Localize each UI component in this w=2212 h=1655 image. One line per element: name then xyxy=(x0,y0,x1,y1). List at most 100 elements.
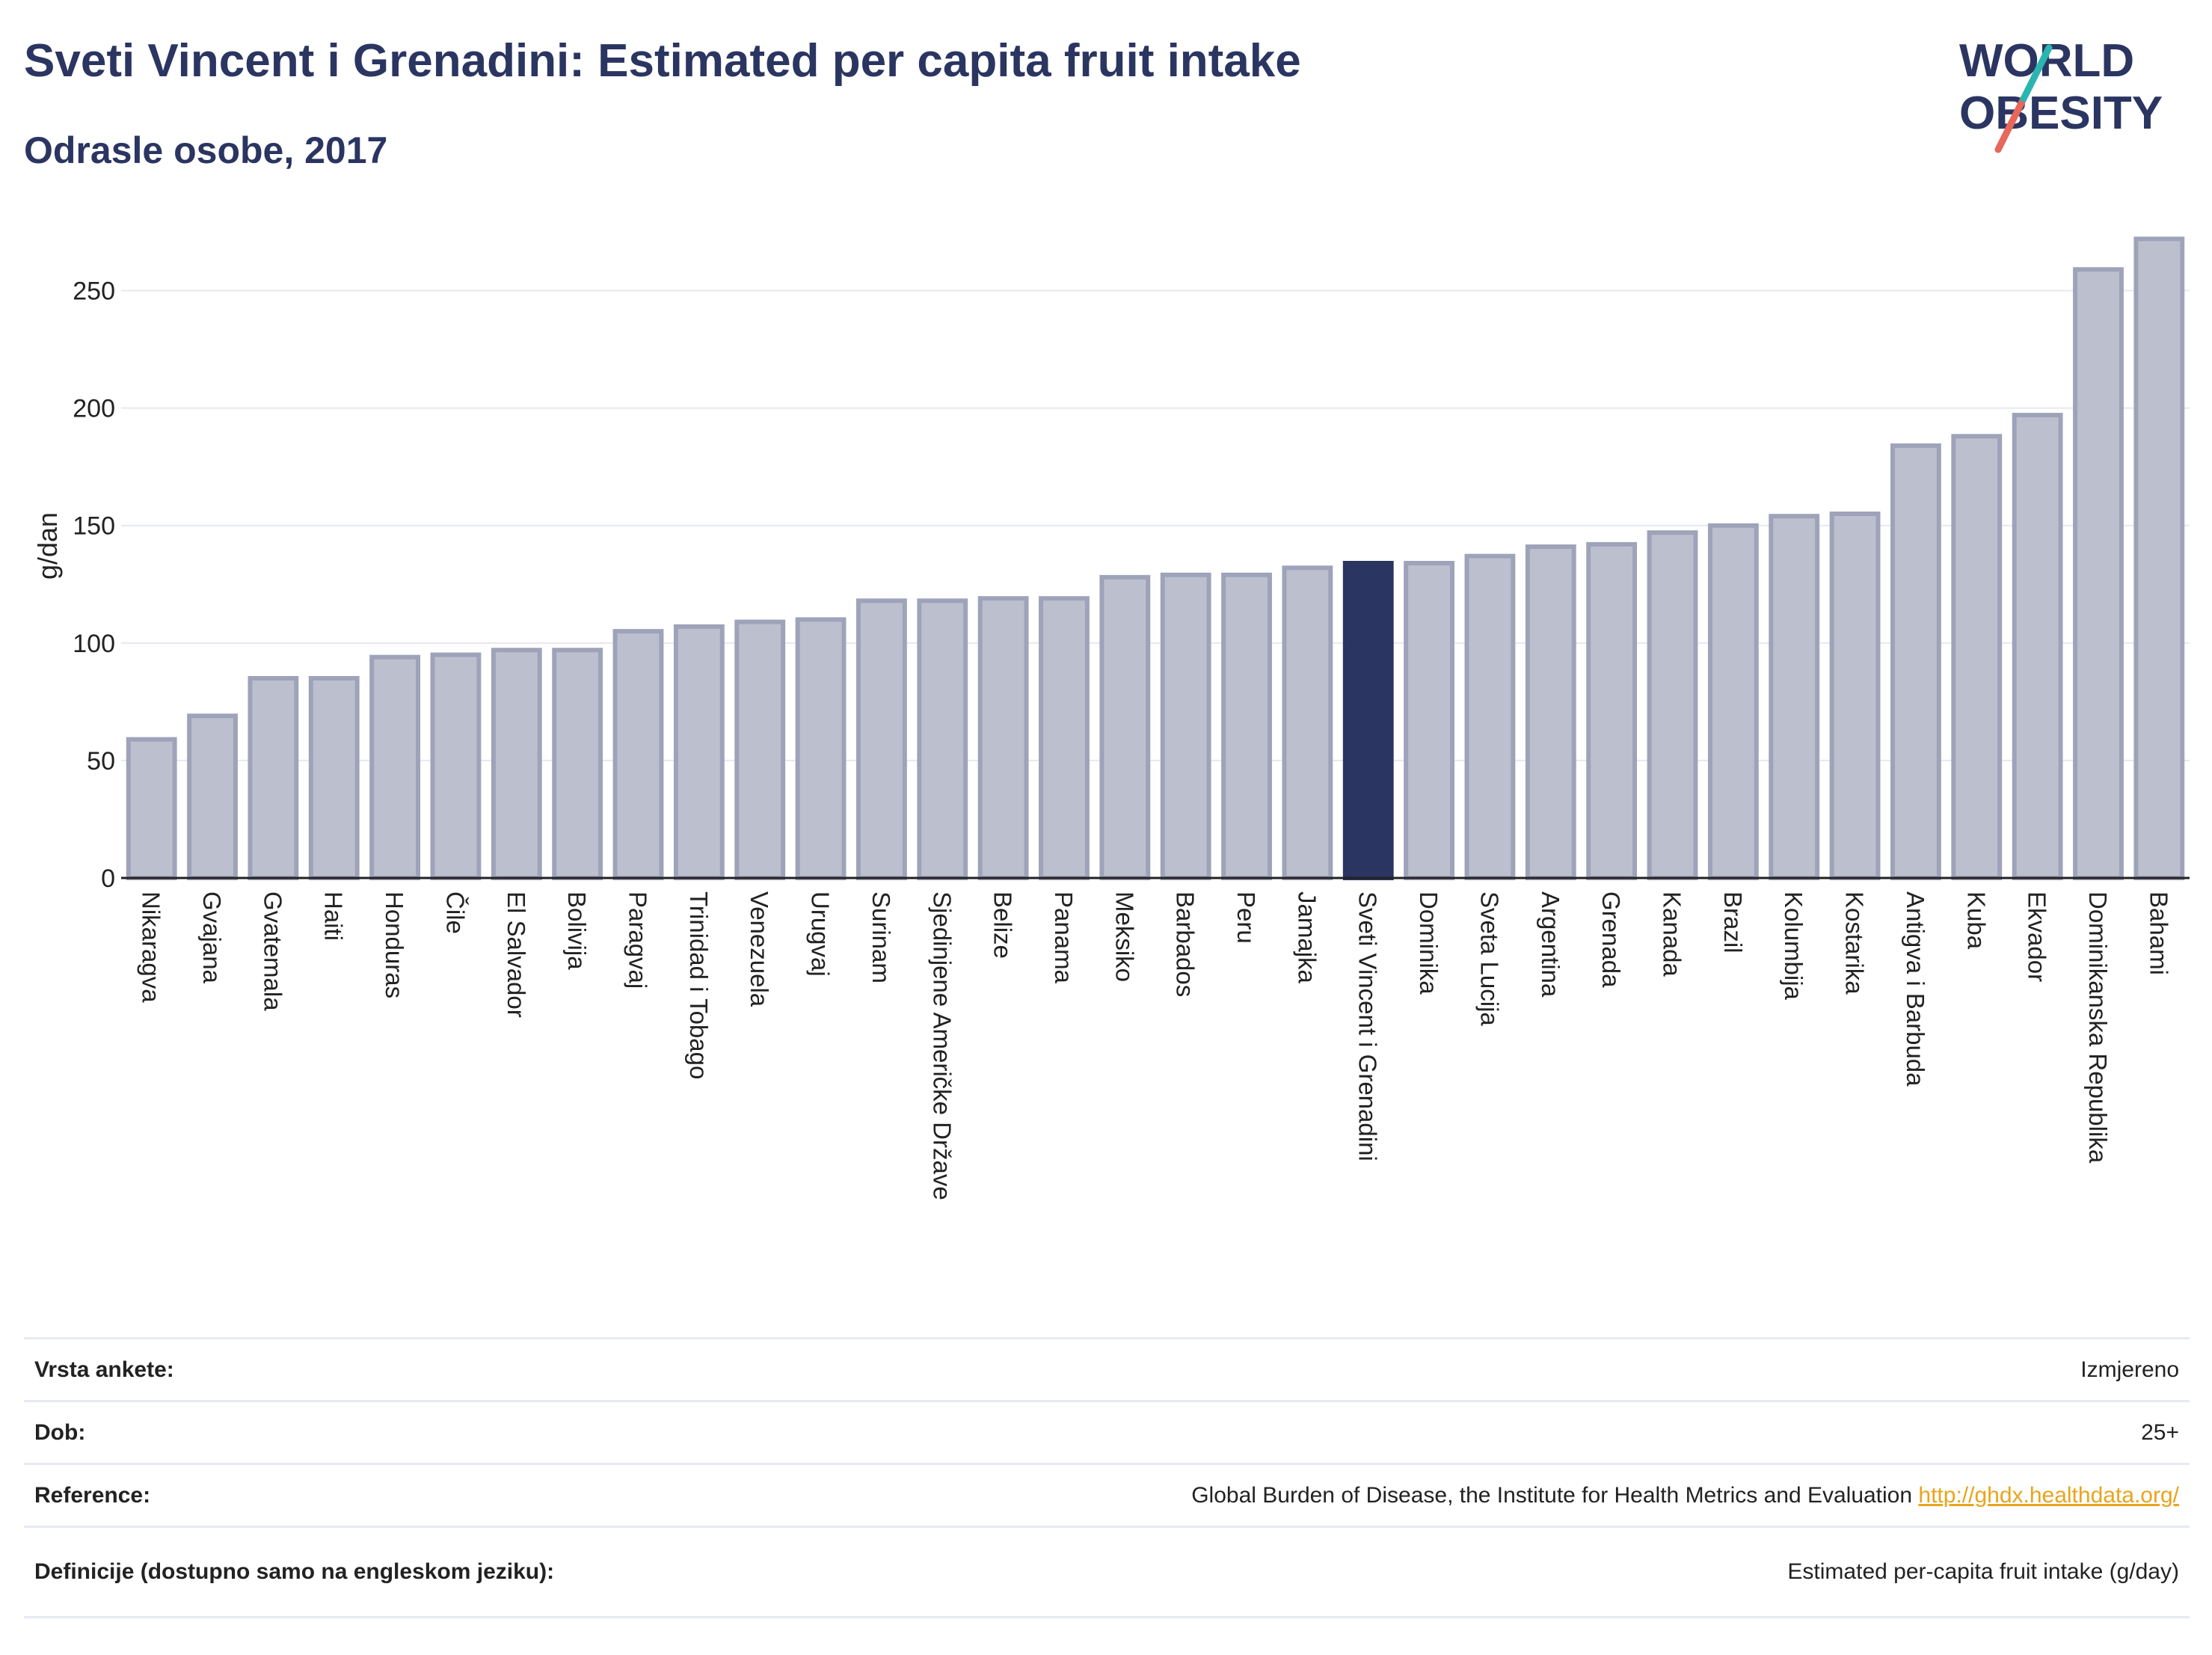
x-category-label: Nikaragva xyxy=(138,891,165,1003)
logo-line2: OBESITY xyxy=(1959,87,2163,139)
x-category-label: Paragvaj xyxy=(624,891,652,989)
y-axis-title: g/dan xyxy=(32,512,63,580)
reference-link[interactable]: http://ghdx.healthdata.org/ xyxy=(1918,1482,2179,1508)
bar xyxy=(552,648,603,881)
bar-highlighted xyxy=(1342,560,1394,880)
bar xyxy=(1525,544,1576,881)
x-category-label: Brazil xyxy=(1719,891,1747,954)
x-category-label: Jamajka xyxy=(1293,891,1321,984)
bar xyxy=(1707,523,1759,881)
info-value: Izmjereno xyxy=(2080,1357,2179,1382)
bar xyxy=(1160,572,1211,880)
info-value: Estimated per-capita fruit intake (g/day… xyxy=(1787,1559,2179,1584)
x-category-label: Barbados xyxy=(1172,891,1199,997)
x-category-label: El Salvador xyxy=(503,891,530,1018)
logo-slash-red xyxy=(1994,95,2027,153)
bar xyxy=(430,652,482,880)
bar xyxy=(126,737,177,881)
bar xyxy=(1647,530,1698,880)
x-category-label: Sveti Vincent i Grenadini xyxy=(1354,891,1382,1161)
info-label: Reference: xyxy=(34,1482,151,1508)
logo-line1: WORLD xyxy=(1959,35,2134,87)
info-row-definition: Definicije (dostupno samo na engleskom j… xyxy=(24,1526,2190,1618)
chart-title: Sveti Vincent i Grenadini: Estimated per… xyxy=(24,35,1301,87)
bar xyxy=(1404,560,1455,880)
info-label: Vrsta ankete: xyxy=(34,1357,174,1382)
x-category-label: Kolumbija xyxy=(1780,891,1807,1001)
chart-subtitle: Odrasle osobe, 2017 xyxy=(24,129,388,171)
y-tick-label: 200 xyxy=(73,395,115,423)
x-category-label: Venezuela xyxy=(746,891,773,1007)
info-value: 25+ xyxy=(2141,1419,2179,1445)
bar xyxy=(673,624,725,880)
bar xyxy=(1464,553,1516,880)
bar xyxy=(1829,512,1881,880)
bar xyxy=(369,654,421,880)
x-category-label: Kuba xyxy=(1962,891,1990,950)
x-category-label: Meksiko xyxy=(1110,891,1138,982)
x-category-label: Kanada xyxy=(1659,891,1686,977)
reference-text: Global Burden of Disease, the Institute … xyxy=(1191,1482,1913,1508)
bar xyxy=(248,675,299,880)
x-category-label: Čile xyxy=(441,891,469,934)
x-category-label: Gvajana xyxy=(198,891,226,984)
bar xyxy=(1586,541,1638,880)
logo-slash-teal xyxy=(2020,44,2053,102)
x-category-label: Peru xyxy=(1232,891,1260,944)
x-category-label: Haiti xyxy=(320,891,348,941)
x-category-label: Grenada xyxy=(1597,891,1625,988)
x-category-label: Trinidad i Tobago xyxy=(685,891,713,1079)
x-category-label: Honduras xyxy=(381,891,408,998)
bar xyxy=(1890,443,1941,880)
x-category-label: Gvatemala xyxy=(259,891,286,1011)
world-obesity-logo: WORLD OBESITY xyxy=(1959,35,2163,153)
info-value: Global Burden of Disease, the Institute … xyxy=(1191,1483,2179,1508)
bar xyxy=(917,598,968,880)
y-tick-label: 0 xyxy=(101,865,115,893)
info-label: Definicije (dostupno samo na engleskom j… xyxy=(34,1559,555,1584)
bar xyxy=(187,713,238,880)
x-category-label: Ekvador xyxy=(2024,891,2051,982)
x-category-label: Sveta Lucija xyxy=(1475,891,1503,1026)
bar xyxy=(491,648,542,881)
bar xyxy=(1221,572,1272,880)
bar xyxy=(1099,574,1151,881)
y-tick-label: 100 xyxy=(73,630,115,658)
bar xyxy=(795,617,847,881)
info-row-survey: Vrsta ankete: Izmjereno xyxy=(24,1337,2190,1400)
bar xyxy=(2133,236,2185,880)
x-category-label: Bahami xyxy=(2145,891,2172,975)
x-category-label: Kostarika xyxy=(1841,891,1869,995)
category-labels: Nikaragva Gvajana Gvatemala Haiti Honduras Či… xyxy=(138,891,2173,1200)
info-table: Vrsta ankete: Izmjereno Dob: 25+ Referen… xyxy=(24,1337,2190,1618)
x-category-label: Antigva i Barbuda xyxy=(1902,891,1929,1087)
x-category-label: Urugvaj xyxy=(807,891,835,977)
x-category-label: Surinam xyxy=(867,891,895,983)
bar xyxy=(1039,596,1090,881)
info-label: Dob: xyxy=(34,1419,86,1445)
x-category-label: Panama xyxy=(1050,891,1078,984)
bar xyxy=(1769,514,1820,880)
bar xyxy=(2073,267,2124,880)
x-category-label: Dominika xyxy=(1415,891,1443,995)
info-row-reference: Reference: Global Burden of Disease, the… xyxy=(24,1463,2190,1526)
bar xyxy=(855,598,907,880)
x-category-label: Sjedinjene Američke Države xyxy=(928,891,956,1200)
axes: 0 50 100 150 200 250 xyxy=(73,277,2190,893)
y-tick-label: 250 xyxy=(73,277,115,306)
x-category-label: Bolivija xyxy=(563,891,591,970)
bar xyxy=(308,675,360,880)
bar xyxy=(2012,413,2063,880)
info-row-age: Dob: 25+ xyxy=(24,1400,2190,1463)
bar xyxy=(1951,434,2003,880)
x-category-label: Belize xyxy=(989,891,1017,959)
bar xyxy=(1282,565,1333,881)
bar xyxy=(734,619,786,880)
bar xyxy=(977,596,1029,881)
y-tick-label: 50 xyxy=(87,747,115,776)
bar-chart: 0 50 100 150 200 250 Nikaragva Gvajana Gvatemal… xyxy=(32,236,2190,1200)
bars xyxy=(126,236,2185,881)
y-tick-label: 150 xyxy=(73,512,115,541)
x-category-label: Dominikanska Republika xyxy=(2084,891,2112,1164)
x-category-label: Argentina xyxy=(1537,891,1564,998)
